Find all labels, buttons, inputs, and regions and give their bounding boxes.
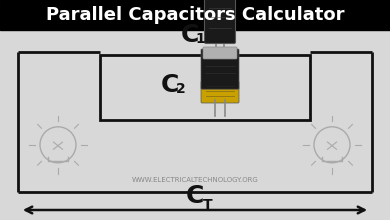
Text: C: C: [181, 23, 199, 47]
FancyBboxPatch shape: [204, 0, 236, 44]
Text: Parallel Capacitors Calculator: Parallel Capacitors Calculator: [46, 6, 344, 24]
Bar: [0, 0, 390, 30]
FancyBboxPatch shape: [201, 81, 239, 103]
Bar: [100, 55, 310, 120]
Text: C: C: [161, 73, 179, 97]
Text: 1: 1: [195, 32, 205, 46]
FancyBboxPatch shape: [203, 47, 237, 59]
FancyBboxPatch shape: [201, 49, 239, 89]
Text: 2: 2: [176, 82, 186, 96]
Text: C: C: [186, 184, 204, 208]
Text: WWW.ELECTRICALTECHNOLOGY.ORG: WWW.ELECTRICALTECHNOLOGY.ORG: [132, 177, 258, 183]
Text: T: T: [203, 198, 213, 212]
